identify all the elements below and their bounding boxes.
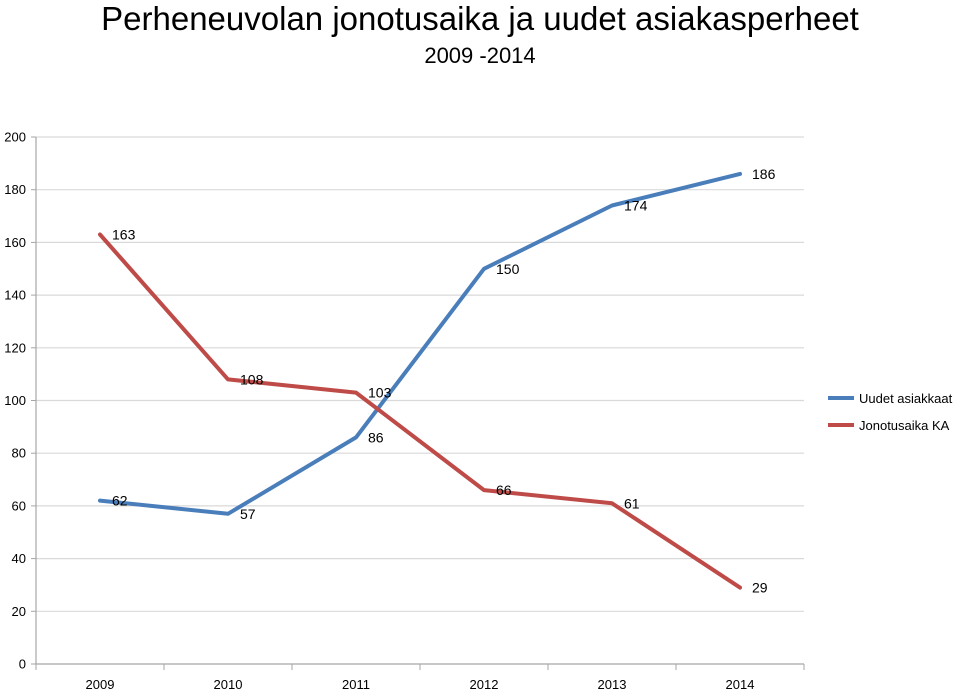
series-line-jonotusaika-ka [98, 232, 742, 590]
y-axis-ticks: 0 20 40 60 80 100 120 140 160 180 200 [4, 130, 36, 672]
data-labels: 62 57 86 150 174 186 163 108 103 66 61 29 [112, 166, 776, 596]
y-tick-label: 180 [4, 182, 26, 197]
y-tick-label: 60 [12, 498, 26, 513]
x-tick-label: 2010 [214, 677, 243, 689]
data-label: 66 [496, 482, 512, 498]
y-tick-label: 160 [4, 235, 26, 250]
legend: Uudet asiakkaat Jonotusaika KA [828, 391, 953, 433]
data-label: 61 [624, 495, 640, 511]
y-tick-label: 120 [4, 340, 26, 355]
data-label: 163 [112, 226, 136, 242]
x-tick-label: 2014 [726, 677, 755, 689]
x-tick-label: 2013 [598, 677, 627, 689]
y-tick-label: 100 [4, 393, 26, 408]
y-tick-label: 140 [4, 288, 26, 303]
legend-label: Jonotusaika KA [859, 418, 950, 433]
series-line-uudet-asiakkaat [98, 171, 742, 516]
data-label: 62 [112, 493, 128, 509]
data-label: 108 [240, 371, 264, 387]
y-tick-label: 20 [12, 604, 26, 619]
y-tick-label: 200 [4, 130, 26, 145]
data-label: 150 [496, 261, 520, 277]
series-lines [98, 171, 742, 590]
chart-subtitle: 2009 -2014 [424, 43, 536, 68]
gridlines [36, 136, 804, 612]
y-tick-label: 0 [19, 657, 26, 672]
x-axis-ticks: 2009 2010 2011 2012 2013 2014 [35, 664, 805, 689]
x-tick-label: 2012 [470, 677, 499, 689]
y-tick-label: 80 [12, 446, 26, 461]
chart-title: Perheneuvolan jonotusaika ja uudet asiak… [101, 0, 859, 37]
x-tick-label: 2009 [86, 677, 115, 689]
data-label: 103 [368, 385, 392, 401]
data-label: 86 [368, 429, 384, 445]
y-tick-label: 40 [12, 551, 26, 566]
x-tick-label: 2011 [342, 677, 370, 689]
data-label: 57 [240, 506, 256, 522]
data-label: 174 [624, 198, 648, 214]
legend-label: Uudet asiakkaat [859, 391, 953, 406]
data-label: 186 [752, 166, 776, 182]
data-label: 29 [752, 580, 768, 596]
